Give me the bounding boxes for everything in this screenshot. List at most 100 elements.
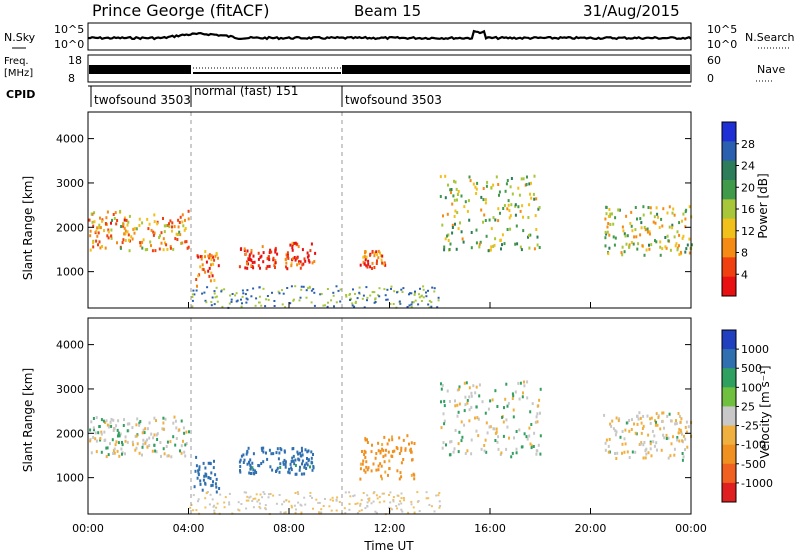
ground-scatter-cell — [290, 506, 293, 509]
data-cell — [521, 395, 524, 399]
data-cell — [284, 257, 287, 261]
data-cell — [248, 461, 251, 465]
data-cell — [104, 222, 107, 225]
ground-scatter-cell — [436, 306, 439, 309]
colorbar-tick-label: 100 — [741, 381, 762, 394]
ground-scatter-cell — [258, 286, 261, 289]
data-cell — [667, 239, 670, 243]
data-cell — [171, 221, 174, 225]
data-cell — [103, 430, 106, 434]
data-cell — [364, 251, 366, 255]
data-cell — [446, 389, 449, 393]
ground-scatter-cell — [308, 285, 311, 288]
data-cell — [506, 425, 509, 429]
data-cell — [280, 448, 283, 452]
ground-scatter-cell — [427, 303, 430, 306]
data-cell — [478, 242, 481, 246]
data-cell — [686, 243, 689, 247]
data-cell — [451, 226, 454, 229]
data-cell — [181, 213, 184, 217]
data-cell — [178, 230, 181, 234]
data-cell — [463, 423, 466, 427]
data-cell — [538, 398, 541, 402]
data-cell — [460, 439, 463, 443]
data-cell — [285, 253, 288, 257]
data-cell — [274, 248, 277, 252]
data-cell — [139, 244, 142, 248]
data-cell — [124, 229, 127, 233]
ground-scatter-cell — [265, 298, 268, 301]
data-cell — [109, 420, 112, 424]
ground-scatter-cell — [258, 502, 261, 505]
data-cell — [470, 438, 473, 442]
data-cell — [456, 414, 459, 418]
data-cell — [604, 441, 607, 445]
data-cell — [404, 447, 407, 451]
data-cell — [176, 233, 179, 237]
data-cell — [451, 231, 454, 235]
ground-scatter-cell — [245, 507, 248, 510]
data-cell — [505, 382, 508, 386]
data-cell — [539, 434, 542, 438]
data-cell — [513, 436, 515, 440]
data-cell — [179, 449, 181, 453]
data-cell — [97, 431, 100, 435]
data-cell — [470, 231, 473, 234]
data-cell — [135, 423, 138, 427]
data-cell — [656, 423, 659, 427]
data-cell — [249, 463, 252, 467]
ground-scatter-cell — [300, 285, 303, 288]
cpid-segment-2: normal (fast) 151 — [194, 84, 298, 98]
data-cell — [536, 420, 539, 424]
noise-sky-line — [87, 29, 692, 41]
ground-scatter-cell — [282, 292, 285, 295]
data-cell — [166, 224, 169, 227]
ground-scatter-cell — [437, 296, 440, 299]
data-cell — [440, 400, 442, 404]
ground-scatter-cell — [366, 505, 369, 508]
data-cell — [409, 447, 412, 451]
ground-scatter-cell — [260, 304, 263, 307]
data-cell — [246, 450, 249, 454]
data-cell — [679, 428, 682, 432]
data-cell — [306, 450, 309, 454]
data-cell — [402, 458, 405, 461]
data-cell — [133, 231, 136, 235]
data-cell — [278, 470, 281, 474]
data-cell — [661, 411, 664, 415]
data-cell — [383, 460, 386, 464]
data-cell — [182, 224, 185, 228]
data-cell — [179, 233, 182, 237]
data-cell — [449, 440, 452, 444]
ground-scatter-cell — [294, 511, 297, 514]
data-cell — [493, 243, 496, 247]
data-cell — [684, 425, 687, 429]
data-cell — [678, 244, 680, 248]
data-cell — [214, 482, 217, 486]
data-cell — [505, 447, 508, 451]
data-cell — [102, 419, 105, 423]
data-cell — [365, 255, 368, 259]
data-cell — [489, 248, 492, 252]
data-cell — [377, 468, 380, 472]
data-cell — [268, 448, 271, 452]
data-cell — [410, 450, 412, 454]
data-cell — [265, 451, 267, 455]
ground-scatter-cell — [259, 507, 262, 510]
data-cell — [146, 438, 148, 442]
data-cell — [539, 452, 542, 456]
data-cell — [291, 246, 294, 250]
data-cell — [454, 209, 457, 213]
data-cell — [162, 421, 165, 425]
data-cell — [185, 430, 188, 434]
data-cell — [642, 424, 645, 428]
data-cell — [439, 195, 442, 198]
ground-scatter-cell — [284, 306, 287, 309]
data-cell — [396, 469, 399, 473]
data-cell — [644, 228, 647, 232]
data-cell — [628, 243, 631, 247]
data-cell — [465, 381, 468, 385]
x-axis-label: Time UT — [363, 539, 414, 553]
colorbar-swatch — [722, 444, 736, 465]
